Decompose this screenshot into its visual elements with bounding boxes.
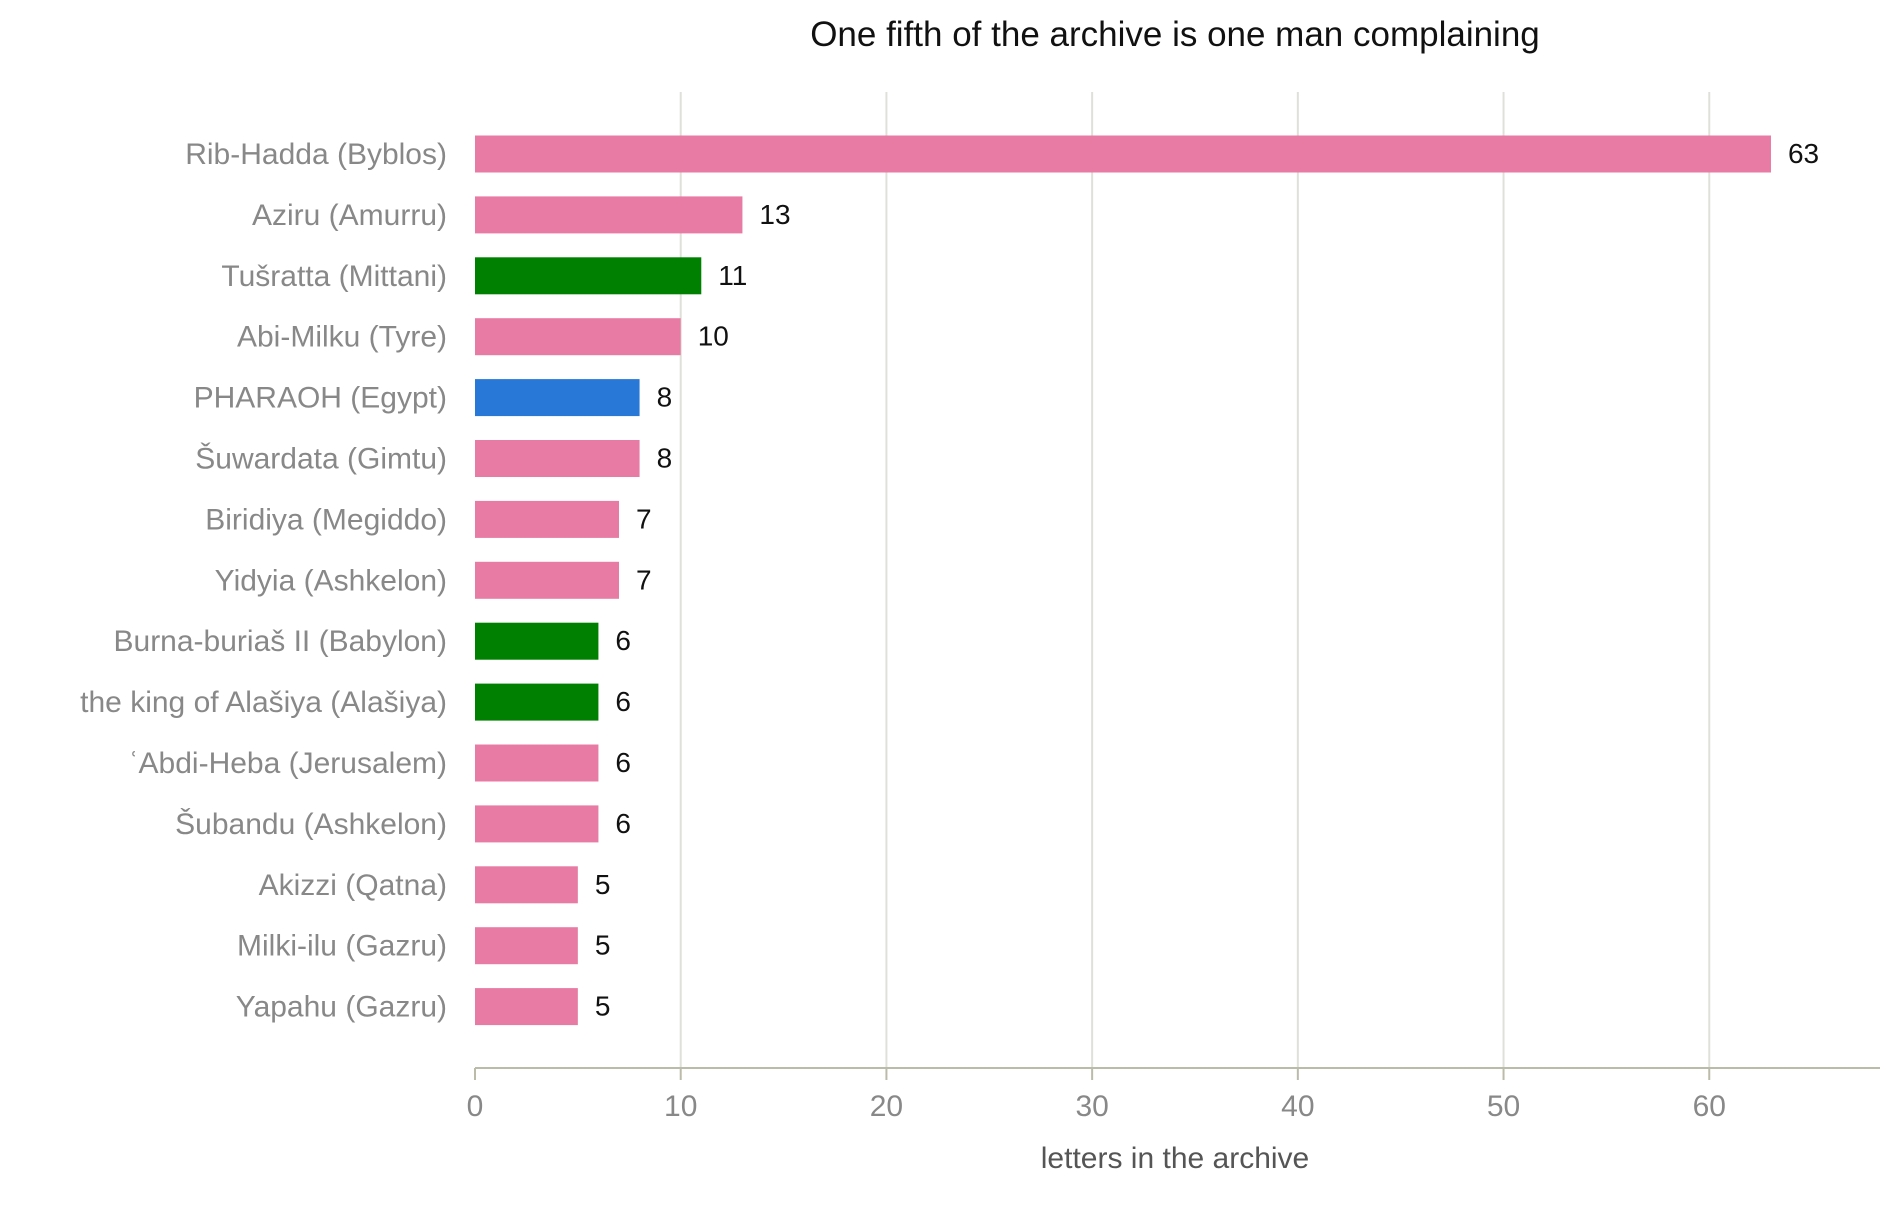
category-labels: Rib-Hadda (Byblos) Aziru (Amurru) Tušratta…	[80, 138, 447, 1024]
gridlines	[679, 92, 1711, 1068]
value-label: 6	[615, 747, 631, 778]
value-label: 7	[636, 564, 652, 595]
bar	[475, 744, 599, 782]
value-label: 13	[759, 199, 790, 230]
x-axis: 0 10 20 30 40 50 60	[467, 1067, 1880, 1123]
bar	[475, 500, 619, 538]
value-label: 7	[636, 503, 652, 534]
bar	[475, 683, 599, 721]
bar	[475, 927, 578, 965]
category-label: Aziru (Amurru)	[252, 199, 447, 232]
bar	[475, 805, 599, 843]
value-label: 5	[595, 991, 611, 1022]
x-tick-label: 40	[1281, 1090, 1314, 1123]
bar	[475, 379, 640, 417]
value-label: 6	[615, 625, 631, 656]
bar	[475, 561, 619, 599]
bar	[475, 988, 578, 1026]
bars	[475, 135, 1771, 1026]
bar	[475, 196, 743, 234]
bar	[475, 257, 702, 295]
category-label: Akizzi (Qatna)	[259, 869, 447, 902]
value-label: 10	[698, 321, 729, 352]
category-label: Yapahu (Gazru)	[236, 991, 447, 1024]
value-label: 6	[615, 686, 631, 717]
bar	[475, 440, 640, 477]
bar	[475, 135, 1771, 173]
category-label: Šubandu (Ashkelon)	[175, 807, 447, 841]
category-label: Abi-Milku (Tyre)	[237, 321, 447, 354]
x-tick-label: 0	[467, 1090, 484, 1123]
category-label: the king of Alašiya (Alašiya)	[80, 686, 447, 719]
category-label: PHARAOH (Egypt)	[194, 382, 447, 415]
x-axis-label: letters in the archive	[1041, 1142, 1309, 1175]
category-label: Biridiya (Megiddo)	[205, 503, 447, 536]
x-tick-label: 10	[664, 1090, 697, 1123]
value-label: 8	[657, 382, 673, 413]
value-label: 5	[595, 930, 611, 961]
value-label: 8	[657, 443, 673, 474]
category-label: Šuwardata (Gimtu)	[195, 442, 447, 476]
x-tick-label: 50	[1487, 1090, 1520, 1123]
x-tick-label: 20	[870, 1090, 903, 1123]
category-label: Yidyia (Ashkelon)	[215, 564, 447, 597]
bar	[475, 866, 578, 904]
x-tick-label: 30	[1075, 1090, 1108, 1123]
category-label: Milki-ilu (Gazru)	[237, 930, 447, 963]
value-label: 11	[718, 260, 747, 291]
chart-title: One fifth of the archive is one man comp…	[810, 15, 1540, 54]
category-label: ʿAbdi-Heba (Jerusalem)	[129, 747, 447, 780]
x-tick-label: 60	[1693, 1090, 1726, 1123]
value-label: 5	[595, 869, 611, 900]
category-label: Rib-Hadda (Byblos)	[185, 138, 447, 171]
category-label: Tušratta (Mittani)	[221, 260, 447, 293]
category-label: Burna-buriaš II (Babylon)	[114, 625, 448, 658]
bar	[475, 622, 599, 660]
value-label: 63	[1788, 138, 1819, 169]
value-label: 6	[615, 808, 631, 839]
bar	[475, 318, 681, 356]
